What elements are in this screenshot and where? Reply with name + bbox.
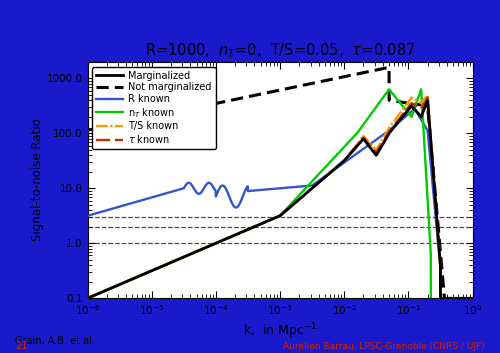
Text: Grain, A.B. et al.: Grain, A.B. et al.	[15, 336, 95, 346]
Text: 21: 21	[15, 341, 28, 351]
X-axis label: k,  in Mpc$^{-1}$: k, in Mpc$^{-1}$	[243, 321, 317, 341]
Text: Aurélien Barrau, LPSC-Grenoble (CNRS / UJF): Aurélien Barrau, LPSC-Grenoble (CNRS / U…	[284, 342, 485, 351]
Y-axis label: Signal-to-noise Ratio: Signal-to-noise Ratio	[31, 119, 44, 241]
Legend: Marginalized, Not marginalized, R known, n$_T$ known, T/S known, $\tau$ known: Marginalized, Not marginalized, R known,…	[92, 67, 216, 149]
Title: R=1000,  $n_T$=0,  T/S=0.05,  $\tau$=0.087: R=1000, $n_T$=0, T/S=0.05, $\tau$=0.087	[144, 41, 416, 60]
